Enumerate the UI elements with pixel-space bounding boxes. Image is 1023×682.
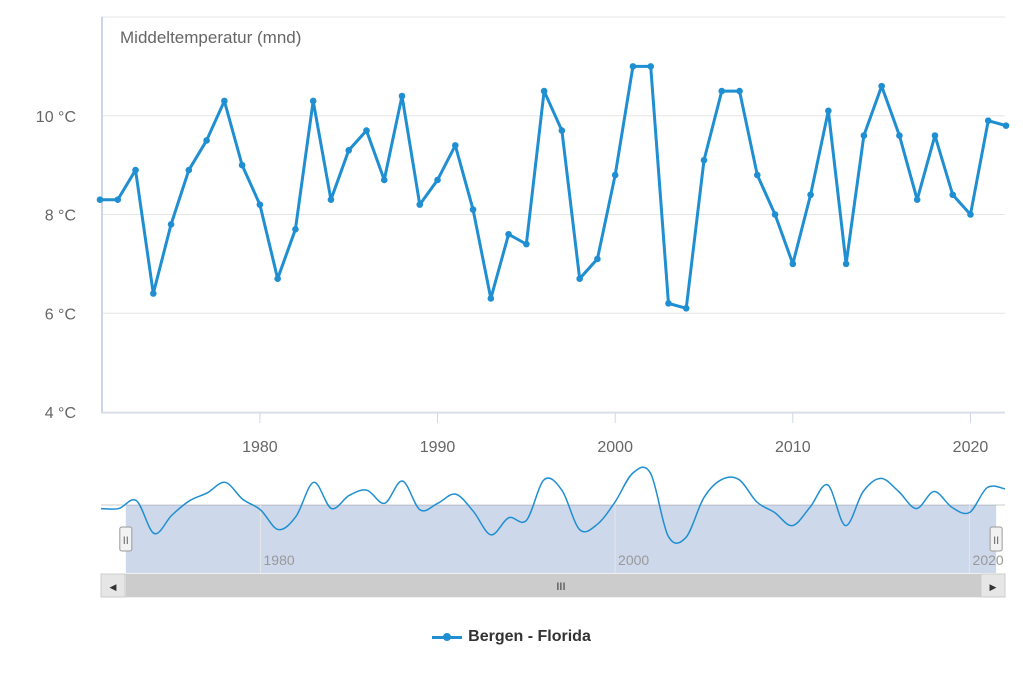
- handle-grip: II: [993, 535, 999, 547]
- handle-box[interactable]: [989, 526, 1003, 552]
- data-point[interactable]: [363, 127, 370, 134]
- chart-svg: 4 °C 6 °C 8 °C 10 °C 1980 1990 2000 2010 2020 Mi…: [36, 16, 1010, 598]
- data-point[interactable]: [96, 196, 104, 203]
- grid-layer: [101, 16, 1005, 413]
- chevron-right-icon: ▶: [990, 582, 997, 592]
- data-point[interactable]: [842, 260, 850, 268]
- data-point[interactable]: [167, 221, 175, 228]
- legend-dot: [443, 633, 452, 641]
- scrollbar-grip: III: [556, 581, 565, 593]
- chevron-left-icon: ◀: [110, 582, 117, 592]
- data-point[interactable]: [327, 196, 335, 203]
- scrollbar-thumb[interactable]: [125, 574, 997, 597]
- navigator-tick-label: 2020: [973, 552, 1004, 568]
- data-point[interactable]: [949, 191, 957, 199]
- data-point[interactable]: [451, 142, 459, 149]
- y-tick-label: 8 °C: [45, 208, 76, 225]
- data-point[interactable]: [380, 176, 388, 184]
- data-point[interactable]: [256, 201, 264, 208]
- data-point[interactable]: [611, 171, 619, 179]
- scrollbar[interactable]: III ◀ ▶: [100, 573, 1006, 598]
- data-point[interactable]: [309, 97, 317, 105]
- data-point[interactable]: [665, 300, 672, 307]
- data-point[interactable]: [398, 92, 406, 100]
- data-point[interactable]: [434, 176, 441, 184]
- x-tick-label: 2000: [597, 439, 633, 456]
- data-point[interactable]: [629, 63, 637, 70]
- data-point[interactable]: [345, 147, 353, 154]
- handle-grip: II: [123, 535, 129, 547]
- navigator[interactable]: 1980 2000 2020 II II: [100, 466, 1006, 573]
- x-tick-label: 1980: [242, 439, 278, 456]
- data-point[interactable]: [682, 305, 690, 312]
- data-point[interactable]: [771, 211, 779, 218]
- data-point[interactable]: [967, 211, 974, 218]
- data-point[interactable]: [540, 87, 548, 95]
- data-point[interactable]: [896, 132, 903, 139]
- data-point[interactable]: [523, 240, 530, 248]
- data-point[interactable]: [736, 87, 743, 95]
- data-point[interactable]: [292, 226, 299, 233]
- legend-line-icon: [432, 631, 463, 643]
- data-point[interactable]: [718, 87, 726, 95]
- x-tick-label: 2020: [953, 439, 989, 456]
- data-point[interactable]: [416, 201, 424, 208]
- data-point[interactable]: [185, 166, 193, 174]
- handle-box[interactable]: [119, 526, 133, 552]
- x-tick-label: 2010: [775, 439, 811, 456]
- data-point[interactable]: [984, 117, 992, 124]
- y-tick-label: 4 °C: [45, 405, 76, 422]
- scrollbar-left-button[interactable]: [100, 573, 126, 598]
- navigator-handle-left[interactable]: II: [119, 526, 133, 552]
- y-tick-label: 6 °C: [45, 306, 76, 323]
- scrollbar-right-button[interactable]: [980, 573, 1006, 598]
- navigator-handle-right[interactable]: II: [989, 526, 1003, 552]
- data-point[interactable]: [647, 63, 655, 70]
- x-tick-label: 1990: [420, 439, 456, 456]
- legend-item[interactable]: Bergen - Florida: [432, 628, 591, 646]
- data-point[interactable]: [132, 166, 139, 174]
- data-point[interactable]: [505, 230, 512, 238]
- data-point[interactable]: [594, 255, 601, 263]
- data-point[interactable]: [913, 196, 921, 203]
- navigator-selection[interactable]: [125, 505, 997, 573]
- data-point[interactable]: [807, 191, 814, 199]
- data-point[interactable]: [203, 137, 210, 144]
- axis-layer: 4 °C 6 °C 8 °C 10 °C 1980 1990 2000 2010 2020: [36, 17, 1005, 456]
- legend: Bergen - Florida: [0, 625, 1023, 649]
- data-point[interactable]: [221, 97, 228, 105]
- navigator-tick-label: 2000: [618, 552, 649, 568]
- data-point[interactable]: [487, 295, 495, 302]
- data-point[interactable]: [825, 107, 832, 115]
- data-point[interactable]: [274, 275, 281, 282]
- y-tick-label: 10 °C: [36, 109, 76, 126]
- navigator-series-line: [100, 466, 1006, 544]
- data-point[interactable]: [238, 161, 246, 169]
- data-point[interactable]: [931, 132, 939, 139]
- data-point[interactable]: [576, 275, 583, 282]
- data-point[interactable]: [753, 171, 761, 179]
- data-point[interactable]: [878, 82, 885, 90]
- data-point[interactable]: [789, 260, 797, 268]
- data-point[interactable]: [149, 290, 157, 297]
- navigator-tick-label: 1980: [264, 552, 295, 568]
- data-point[interactable]: [114, 196, 122, 203]
- data-point[interactable]: [700, 156, 708, 164]
- data-point[interactable]: [469, 206, 477, 213]
- data-point[interactable]: [1002, 122, 1010, 129]
- chart-title: Middeltemperatur (mnd): [120, 28, 301, 47]
- series-layer: [96, 63, 1010, 312]
- data-point[interactable]: [558, 127, 566, 134]
- data-point[interactable]: [860, 132, 868, 139]
- legend-label: Bergen - Florida: [468, 628, 591, 645]
- series-line: [98, 64, 1008, 310]
